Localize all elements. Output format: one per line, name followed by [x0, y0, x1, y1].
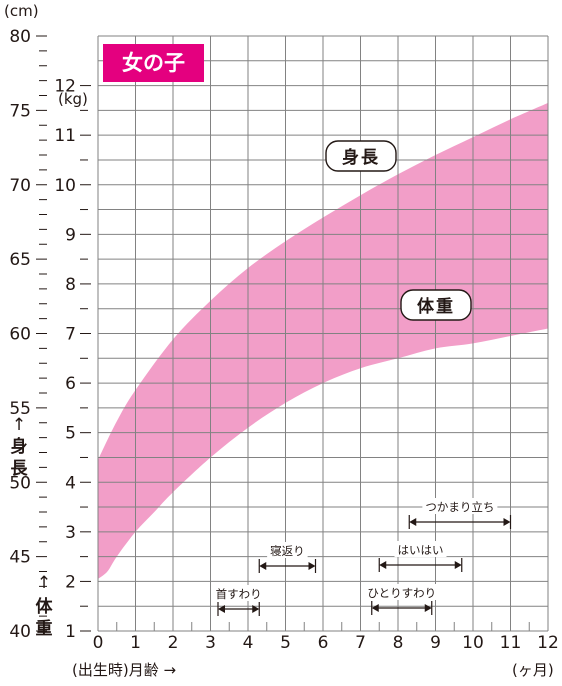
height-tick-label: 60: [9, 325, 31, 345]
weight-axis-char-2: 重: [36, 618, 53, 639]
height-tick-label: 40: [9, 622, 31, 642]
x-tick-label: 8: [393, 633, 404, 653]
x-tick-label: 0: [93, 633, 104, 653]
x-tick-label: 4: [243, 633, 254, 653]
milestone-label: 寝返り: [270, 544, 305, 558]
milestone-arrow-right: [308, 562, 316, 570]
milestone-label-bg: [422, 498, 498, 514]
milestone-label: ひとりすわり: [367, 586, 436, 600]
weight-unit-label: (kg): [58, 90, 88, 108]
x-tick-label: 7: [355, 633, 366, 653]
height-tick-label: 80: [9, 27, 31, 47]
height-tick-label: 55: [9, 399, 31, 419]
girl-badge: 女の子: [103, 44, 204, 82]
height-tick-label: 65: [9, 250, 31, 270]
milestone-arrow-right: [454, 561, 462, 569]
weight-axis-char-1: 体: [36, 596, 54, 617]
weight-tick-label: 9: [65, 225, 76, 245]
x-tick-label: 1: [130, 633, 141, 653]
x-axis-unit: (ヶ月): [512, 661, 554, 679]
milestone-label: つかまり立ち: [425, 500, 494, 514]
milestone-arrow-left: [259, 562, 267, 570]
milestone-arrow-left: [379, 561, 387, 569]
weight-tick-label: 8: [65, 275, 76, 295]
weight-tick-label: 2: [65, 572, 76, 592]
x-tick-label: 3: [205, 633, 216, 653]
grid-layer: [36, 35, 549, 632]
x-tick-label: 2: [168, 633, 179, 653]
height-tick-label: 75: [9, 101, 31, 121]
weight-tick-label: 3: [65, 523, 76, 543]
x-tick-label: 11: [500, 633, 522, 653]
girl-badge-text: 女の子: [122, 51, 185, 75]
height-tick-label: 70: [9, 176, 31, 196]
weight-axis-arrow: ↑: [37, 573, 51, 593]
weight-tick-label: 6: [65, 374, 76, 394]
weight-series-label-text: 体重: [417, 296, 455, 317]
milestone-arrow-left: [409, 518, 417, 526]
height-axis-arrow: ↑: [12, 415, 26, 435]
weight-tick-label: 11: [54, 126, 76, 146]
milestone-arrow-right: [252, 605, 260, 613]
x-tick-label: 12: [537, 633, 559, 653]
weight-series-label: 体重: [400, 289, 472, 321]
x-tick-label: 9: [430, 633, 441, 653]
height-tick-label: 45: [9, 548, 31, 568]
milestone-label-bg: [212, 585, 265, 601]
height-series-label-text: 身長: [342, 147, 380, 168]
x-axis-title: (出生時)月齢 →: [72, 661, 176, 679]
milestone-arrow-right: [424, 604, 432, 612]
milestone-label-bg: [364, 584, 440, 600]
height-axis-char-1: 身: [11, 436, 28, 457]
milestone-label: はいはい: [398, 543, 444, 557]
milestone-arrow-left: [371, 604, 379, 612]
weight-tick-label: 1: [65, 622, 76, 642]
height-series-label: 身長: [325, 140, 397, 172]
tick-label-layer: 0 1 2 3 4 5 6 7 8 9 10 11 12404550556065707580123456…: [9, 27, 558, 653]
weight-tick-label: 4: [65, 473, 76, 493]
weight-tick-label: 5: [65, 424, 76, 444]
height-unit-label: (cm): [4, 2, 39, 20]
height-axis-char-2: 長: [11, 459, 29, 479]
x-tick-label: 5: [280, 633, 291, 653]
milestone-label-bg: [267, 542, 308, 558]
weight-tick-label: 10: [54, 176, 76, 196]
milestone-label-bg: [394, 541, 447, 557]
weight-tick-label: 12: [54, 77, 76, 97]
milestone-arrow-right: [503, 518, 511, 526]
height-tick-label: 50: [9, 473, 31, 493]
milestone-label: 首すわり: [216, 587, 262, 601]
weight-tick-label: 7: [65, 325, 76, 345]
x-tick-label: 6: [318, 633, 329, 653]
x-tick-label: 10: [462, 633, 484, 653]
milestone-arrow-left: [218, 605, 225, 613]
